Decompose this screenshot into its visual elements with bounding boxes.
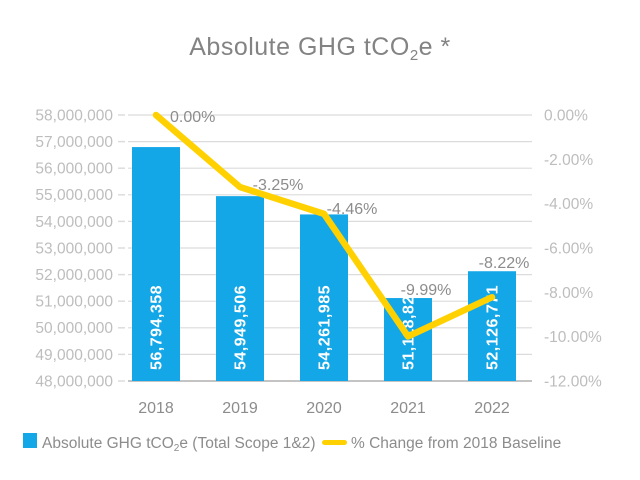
pct-change-line [152,111,496,340]
x-axis-label-2019: 2019 [222,400,258,417]
x-axis-label-2018: 2018 [138,400,174,417]
x-axis-label-2020: 2020 [306,400,342,417]
legend-line-swatch [322,440,347,445]
y-axis-left-label: 54,000,000 [35,214,113,231]
x-axis-label-2021: 2021 [390,400,426,417]
bar-2018 [132,147,180,381]
chart-title: Absolute GHG tCO2e * [0,33,640,64]
chart-title-suffix: e * [418,33,451,61]
y-axis-left-label: 48,000,000 [35,373,113,390]
pct-change-label-2019: -3.25% [253,177,304,194]
bar-value-label-2020: 54,261,985 [317,285,334,370]
bar-value-label-2018: 56,794,358 [149,285,166,370]
bar-2022 [468,271,516,381]
y-axis-left-label: 49,000,000 [35,347,113,364]
y-axis-right-label: -8.00% [544,285,593,302]
pct-change-label-2022: -8.22% [479,255,530,272]
chart-title-subscript: 2 [409,47,419,64]
y-axis-left-label: 50,000,000 [35,320,113,337]
y-axis-left-label: 56,000,000 [35,161,113,178]
y-axis-right-label: -6.00% [544,240,593,257]
y-axis-right-label: -2.00% [544,152,593,169]
y-axis-left-label: 52,000,000 [35,267,113,284]
legend-bar-label: Absolute GHG tCO2e (Total Scope 1&2) [42,435,316,454]
y-axis-right-label: -10.00% [544,329,602,346]
legend-bar-swatch [23,433,37,448]
y-axis-left-label: 57,000,000 [35,134,113,151]
y-axis-right-label: 0.00% [544,107,588,124]
bar-value-label-2022: 52,126,771 [485,285,502,370]
pct-change-label-2020: -4.46% [327,201,378,218]
legend-line-label: % Change from 2018 Baseline [351,435,562,452]
y-axis-left-label: 51,000,000 [35,294,113,311]
bar-value-label-2019: 54,949,506 [233,285,250,370]
bar-2019 [216,196,264,381]
y-axis-left-label: 58,000,000 [35,107,113,124]
x-axis-label-2022: 2022 [474,400,510,417]
pct-change-label-2021: -9.99% [401,282,452,299]
chart-title-text: Absolute GHG tCO [189,33,410,61]
y-axis-left-label: 53,000,000 [35,240,113,257]
y-axis-left-label: 55,000,000 [35,187,113,204]
y-axis-right-label: -4.00% [544,196,593,213]
legend: Absolute GHG tCO2e (Total Scope 1&2) % C… [0,431,640,461]
pct-change-label-2018: 0.00% [170,109,215,126]
y-axis-right-label: -12.00% [544,373,602,390]
bar-value-label-2021: 51,118,829 [401,286,418,370]
